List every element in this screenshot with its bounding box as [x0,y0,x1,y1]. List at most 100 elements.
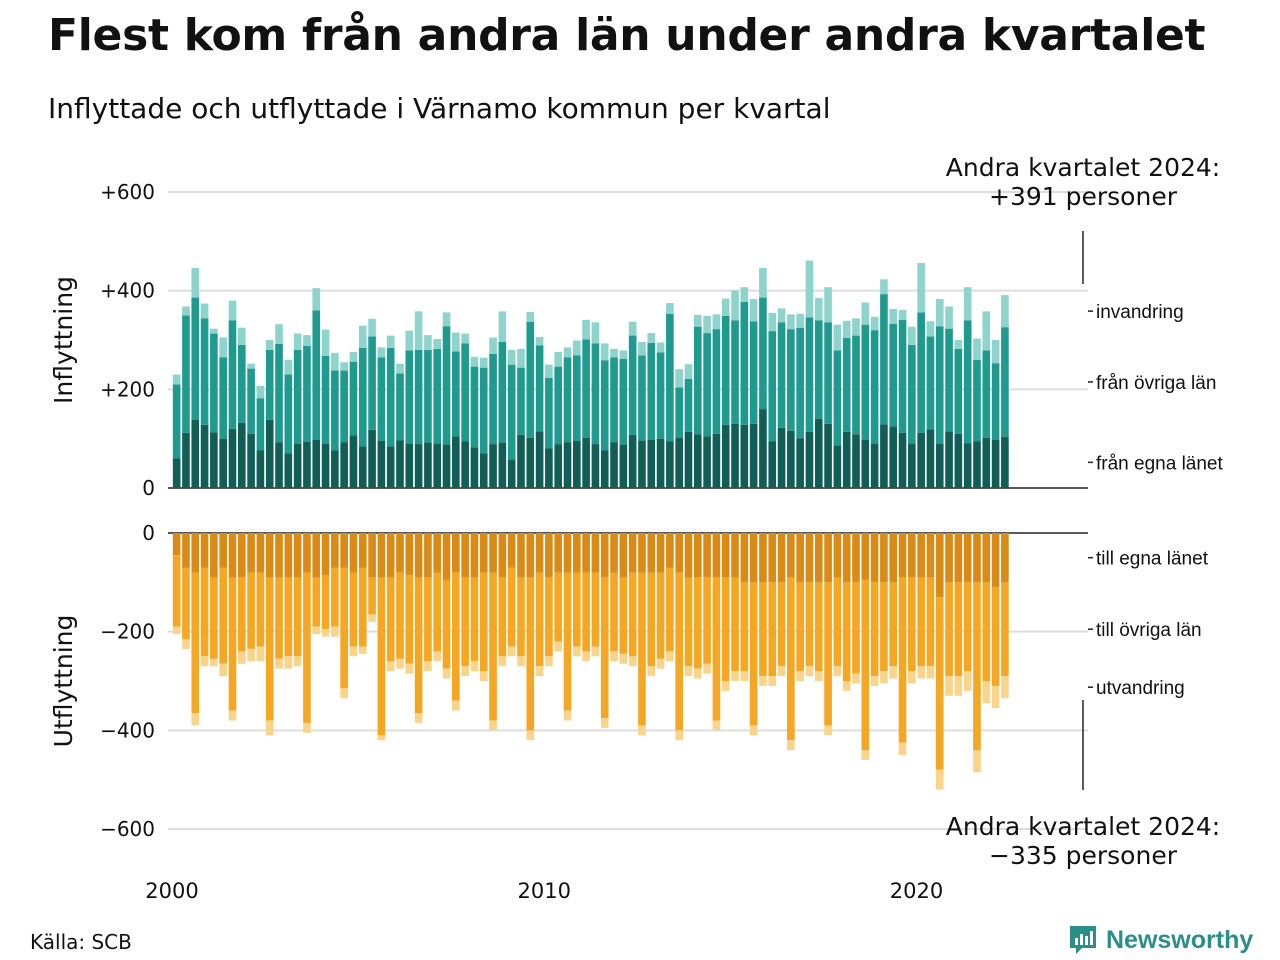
bar-segment [368,429,376,488]
bar-segment [182,306,190,316]
bar-segment [935,533,944,598]
bar-segment [535,337,544,346]
bar-segment [284,359,293,375]
bar-segment [591,343,600,445]
bar-segment [247,363,255,369]
bar-segment [433,572,442,652]
bar-segment [638,725,646,736]
bar-segment [945,533,953,583]
bar-segment [1001,327,1009,437]
bar-segment [321,629,330,637]
bar-segment [182,639,190,649]
bar-segment [814,582,823,672]
bar-segment [405,443,414,488]
bar-segment [461,441,469,488]
bar-segment [303,572,311,723]
bar-segment [926,429,935,488]
bar-segment [284,577,293,657]
bar-segment [963,671,972,691]
bar-segment [991,587,1000,686]
bar-segment [563,357,572,443]
bar-segment [498,341,507,443]
bar-segment [842,338,851,432]
bar-segment [545,377,553,449]
bar-segment [610,357,618,443]
bar-segment [293,333,302,350]
bar-segment [256,646,265,662]
bar-segment [219,567,227,664]
bar-segment [349,572,358,647]
bar-segment [479,357,488,368]
bar-segment [452,436,460,488]
bar-segment [358,446,367,488]
bar-segment [721,424,730,488]
bar-segment [200,533,209,568]
bar-segment [796,438,804,488]
bar-segment [917,666,925,679]
bar-segment [973,441,981,488]
bar-segment [889,582,898,667]
bar-segment [870,330,879,444]
bar-segment [796,327,804,439]
bar-segment [526,577,535,731]
bar-segment [489,444,497,488]
bar-segment [982,350,991,438]
bar-segment [312,288,321,311]
bar-segment [945,328,953,432]
bar-segment [386,446,395,488]
bar-segment [442,444,451,488]
bar-segment [284,533,293,578]
bar-segment [517,656,525,667]
bar-segment [926,321,935,337]
bar-segment [693,668,702,679]
bar-segment [824,533,832,583]
bar-segment [414,444,423,488]
bar-segment [833,577,842,667]
bar-segment [787,533,795,578]
bar-segment [610,651,618,662]
bar-segment [452,533,460,573]
bar-segment [517,533,525,578]
bar-segment [172,555,181,627]
bar-segment [219,663,227,677]
bar-segment [712,533,721,578]
bar-segment [396,363,404,374]
bar-segment [573,572,581,647]
bar-segment [833,666,842,677]
bar-segment [405,663,414,674]
bar-segment [479,367,488,454]
bar-segment [926,533,935,578]
bar-segment [237,422,246,488]
bar-segment [861,302,870,325]
series-label: till egna länet [1096,549,1209,570]
bar-segment [414,349,423,445]
bar-segment [200,424,209,488]
bar-segment [219,533,227,568]
bar-segment [768,533,777,583]
series-label: invandring [1096,302,1184,323]
y-tick-label: −200 [100,620,155,644]
bar-segment [275,343,283,443]
bar-segment [358,325,367,348]
bar-segment [582,319,590,340]
bar-segment [368,533,376,578]
bar-segment [545,577,553,657]
bar-segment [237,651,246,664]
bar-segment [358,533,367,568]
bar-segment [852,582,860,674]
bar-segment [312,577,321,627]
bar-segment [982,533,991,583]
bar-segment [210,658,218,667]
bar-segment [191,297,200,420]
bar-segment [312,533,321,578]
bar-segment [284,374,293,454]
bar-segment [768,582,777,677]
bar-segment [703,533,711,578]
bar-segment [237,577,246,652]
bar-segment [424,335,432,350]
bar-segment [703,577,711,664]
bar-segment [414,311,423,350]
bar-segment [880,424,888,488]
annotation-line1: Andra kvartalet 2024: [946,153,1220,182]
